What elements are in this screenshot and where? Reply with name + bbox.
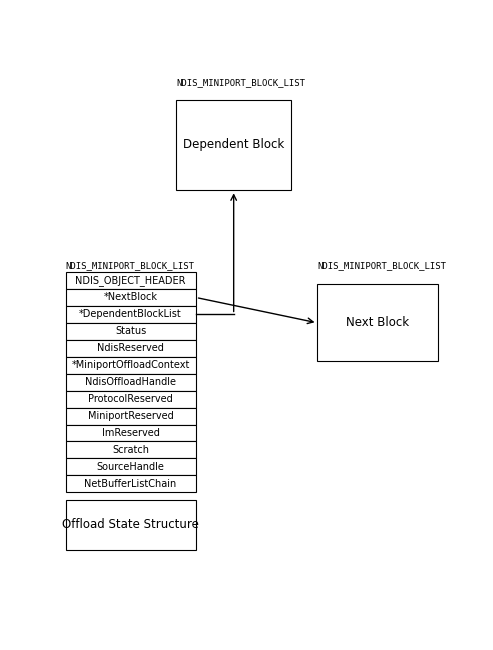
Text: Offload State Structure: Offload State Structure bbox=[62, 519, 199, 532]
Text: NDIS_MINIPORT_BLOCK_LIST: NDIS_MINIPORT_BLOCK_LIST bbox=[66, 261, 195, 270]
Bar bbox=[66, 323, 196, 340]
Bar bbox=[66, 408, 196, 424]
Text: NetBufferListChain: NetBufferListChain bbox=[84, 479, 176, 489]
Bar bbox=[66, 357, 196, 374]
Bar bbox=[66, 289, 196, 306]
Text: Scratch: Scratch bbox=[112, 445, 149, 455]
Bar bbox=[66, 424, 196, 441]
Bar bbox=[66, 458, 196, 475]
Text: NdisOffloadHandle: NdisOffloadHandle bbox=[85, 377, 176, 387]
Bar bbox=[66, 500, 196, 550]
Bar bbox=[176, 99, 291, 190]
Bar bbox=[66, 340, 196, 357]
Bar bbox=[66, 374, 196, 391]
Text: NDIS_OBJECT_HEADER: NDIS_OBJECT_HEADER bbox=[75, 275, 186, 286]
Bar bbox=[66, 441, 196, 458]
Text: NDIS_MINIPORT_BLOCK_LIST: NDIS_MINIPORT_BLOCK_LIST bbox=[176, 78, 305, 87]
Text: NdisReserved: NdisReserved bbox=[97, 343, 164, 353]
Text: NDIS_MINIPORT_BLOCK_LIST: NDIS_MINIPORT_BLOCK_LIST bbox=[317, 261, 446, 270]
Bar bbox=[66, 306, 196, 323]
Text: *DependentBlockList: *DependentBlockList bbox=[79, 309, 182, 319]
Text: MiniportReserved: MiniportReserved bbox=[88, 411, 174, 421]
Bar bbox=[66, 475, 196, 492]
Bar bbox=[66, 391, 196, 408]
Text: Status: Status bbox=[115, 326, 146, 336]
Text: *MiniportOffloadContext: *MiniportOffloadContext bbox=[71, 360, 190, 370]
Bar bbox=[66, 272, 196, 289]
Text: *NextBlock: *NextBlock bbox=[104, 292, 158, 302]
Text: Next Block: Next Block bbox=[346, 317, 409, 330]
Bar bbox=[317, 284, 437, 361]
Text: Dependent Block: Dependent Block bbox=[183, 138, 284, 151]
Text: SourceHandle: SourceHandle bbox=[97, 462, 165, 472]
Text: ImReserved: ImReserved bbox=[102, 428, 160, 438]
Text: ProtocolReserved: ProtocolReserved bbox=[88, 394, 173, 404]
